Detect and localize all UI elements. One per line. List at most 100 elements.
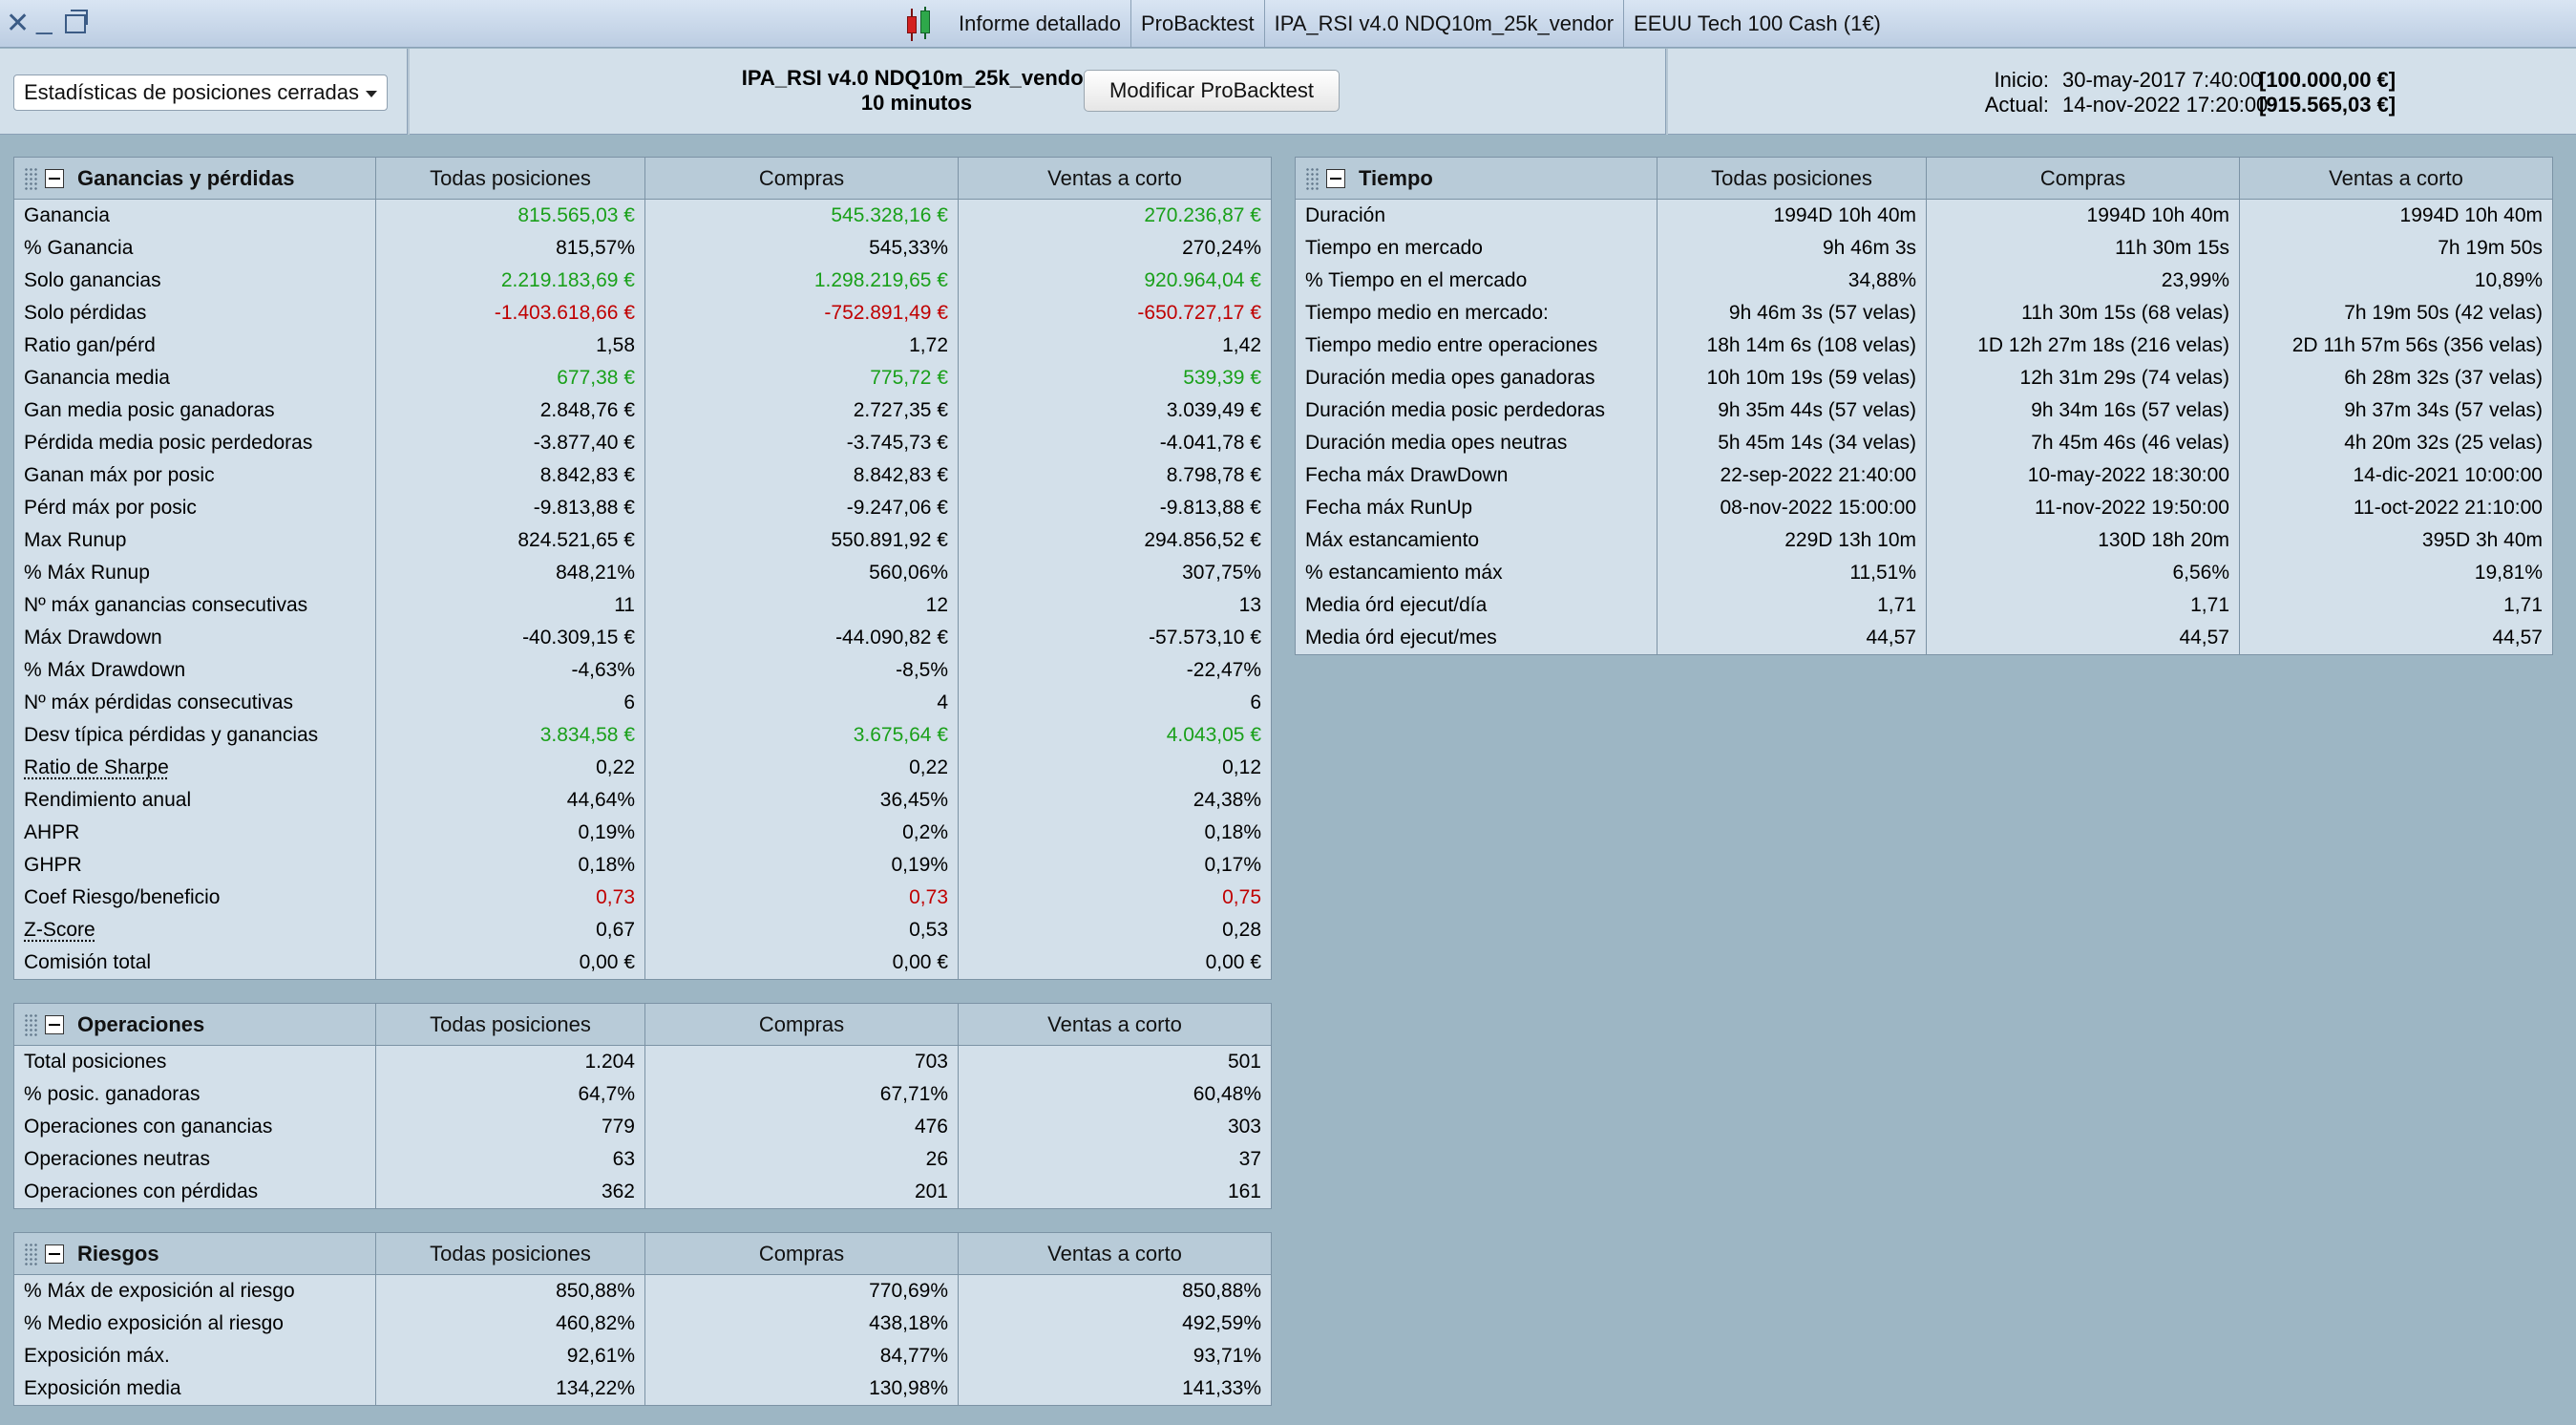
row-label: % estancamiento máx [1305,562,1503,584]
tab-informe-detallado[interactable]: Informe detallado [949,0,1131,48]
row-label: % Máx Drawdown [24,659,186,681]
drag-handle-icon[interactable] [24,1243,37,1265]
value-cell: 920.964,04 € [958,265,1271,297]
panel-header: Tiempo Todas posiciones Compras Ventas a co… [1296,158,2552,200]
restore-icon[interactable] [65,10,88,33]
row-label[interactable]: Z-Score [24,919,95,941]
row-label: % Máx Runup [24,562,150,584]
value-cell: 10,89% [2239,265,2552,297]
column-header[interactable]: Compras [1926,158,2239,200]
value-cell: 6 [375,687,644,719]
value-cell: 11,51% [1657,557,1926,589]
value-cell: 8.798,78 € [958,459,1271,492]
value-cell: -3.877,40 € [375,427,644,459]
row-label[interactable]: Ratio de Sharpe [24,756,169,778]
collapse-icon[interactable] [45,1244,64,1264]
tab-strategy[interactable]: IPA_RSI v4.0 NDQ10m_25k_vendor [1265,0,1625,48]
value-cell: 67,71% [644,1078,958,1111]
column-header[interactable]: Todas posiciones [375,158,644,200]
value-cell: -44.090,82 € [644,622,958,654]
row-label: Máx estancamiento [1305,529,1480,551]
value-cell: 303 [958,1111,1271,1143]
table-row: Max Runup 824.521,65 €550.891,92 €294.856… [14,524,1271,557]
value-cell: 14-dic-2021 10:00:00 [2239,459,2552,492]
strategy-info: IPA_RSI v4.0 NDQ10m_25k_vendor 10 minuto… [668,66,1165,116]
value-cell: 0,67 [375,914,644,946]
value-cell: -3.745,73 € [644,427,958,459]
value-cell: 1.204 [375,1046,644,1078]
panel-title-cell: Ganancias y pérdidas [14,158,375,200]
statistics-type-dropdown[interactable]: Estadísticas de posiciones cerradas [13,74,388,111]
row-label: Solo pérdidas [24,302,147,324]
column-header[interactable]: Ventas a corto [2239,158,2552,200]
strategy-name: IPA_RSI v4.0 NDQ10m_25k_vendor [741,66,1092,90]
value-cell: 850,88% [958,1275,1271,1308]
panel-ganancias-perdidas: Ganancias y pérdidas Todas posiciones Comp… [13,157,1272,980]
column-header[interactable]: Compras [644,158,958,200]
row-label: Operaciones neutras [24,1148,210,1170]
row-label: % Ganancia [24,237,134,259]
value-cell: 0,19% [644,849,958,882]
collapse-icon[interactable] [45,1015,64,1034]
table-row: Duración media opes ganadoras 10h 10m 19s… [1296,362,2552,394]
collapse-icon[interactable] [1326,169,1345,188]
value-cell: 7h 45m 46s (46 velas) [1926,427,2239,459]
minimize-icon[interactable]: _ [36,4,53,35]
value-cell: 141,33% [958,1372,1271,1405]
value-cell: 130,98% [644,1372,958,1405]
collapse-icon[interactable] [45,169,64,188]
value-cell: 8.842,83 € [644,459,958,492]
value-cell: 130D 18h 20m [1926,524,2239,557]
table-row: Fecha máx RunUp 08-nov-2022 15:00:00 11-no… [1296,492,2552,524]
value-cell: 0,18% [958,817,1271,849]
column-header[interactable]: Compras [644,1004,958,1046]
table-row: Exposición máx. 92,61% 84,77% 93,71% [14,1340,1271,1372]
drag-handle-icon[interactable] [24,167,37,190]
row-label: Máx Drawdown [24,627,162,649]
value-cell: 779 [375,1111,644,1143]
tab-probacktest[interactable]: ProBacktest [1131,0,1265,48]
value-cell: 9h 34m 16s (57 velas) [1926,394,2239,427]
drag-handle-icon[interactable] [1305,167,1319,190]
panel-header: Operaciones Todas posiciones Compras Ventas… [14,1004,1271,1046]
backtest-range: Inicio: 30-may-2017 7:40:00 [100.000,00 … [1980,68,2396,117]
table-row: Media órd ejecut/día 1,71 1,71 1,71 [1296,589,2552,622]
value-cell: 815.565,03 € [375,200,644,232]
tab-instrument[interactable]: EEUU Tech 100 Cash (1€) [1634,11,1881,35]
column-header[interactable]: Ventas a corto [958,1233,1271,1275]
value-cell: -4.041,78 € [958,427,1271,459]
row-label: Operaciones con ganancias [24,1116,273,1138]
column-header[interactable]: Todas posiciones [1657,158,1926,200]
value-cell: 0,53 [644,914,958,946]
modify-probacktest-button[interactable]: Modificar ProBacktest [1084,70,1340,112]
value-cell: 11-nov-2022 19:50:00 [1926,492,2239,524]
table-row: Tiempo medio entre operaciones 18h 14m 6s… [1296,330,2552,362]
value-cell: 36,45% [644,784,958,817]
value-cell: 0,17% [958,849,1271,882]
table-row: Máx Drawdown -40.309,15 € -44.090,82 € -57.… [14,622,1271,654]
value-cell: 44,57 [1657,622,1926,654]
table-row: % Tiempo en el mercado 34,88% 23,99% 10,89% [1296,265,2552,297]
value-cell: 5h 45m 14s (34 velas) [1657,427,1926,459]
row-label: Coef Riesgo/beneficio [24,886,221,908]
panel-title: Ganancias y pérdidas [77,166,295,190]
value-cell: 60,48% [958,1078,1271,1111]
close-icon[interactable]: ✕ [6,8,31,39]
row-label: Rendimiento anual [24,789,192,811]
column-header[interactable]: Compras [644,1233,958,1275]
column-header[interactable]: Ventas a corto [958,158,1271,200]
value-cell: 307,75% [958,557,1271,589]
current-capital: [915.565,03 €] [2259,93,2397,117]
value-cell: 677,38 € [375,362,644,394]
column-header[interactable]: Todas posiciones [375,1004,644,1046]
value-cell: -9.813,88 € [958,492,1271,524]
table-row: Ganancia media 677,38 €775,72 €539,39 € [14,362,1271,394]
row-label: Max Runup [24,529,127,551]
drag-handle-icon[interactable] [24,1013,37,1036]
value-cell: 44,57 [2239,622,2552,654]
row-label: Media órd ejecut/mes [1305,627,1497,649]
column-header[interactable]: Todas posiciones [375,1233,644,1275]
column-header[interactable]: Ventas a corto [958,1004,1271,1046]
row-label: Comisión total [24,951,152,973]
table-row: Rendimiento anual 44,64% 36,45% 24,38% [14,784,1271,817]
